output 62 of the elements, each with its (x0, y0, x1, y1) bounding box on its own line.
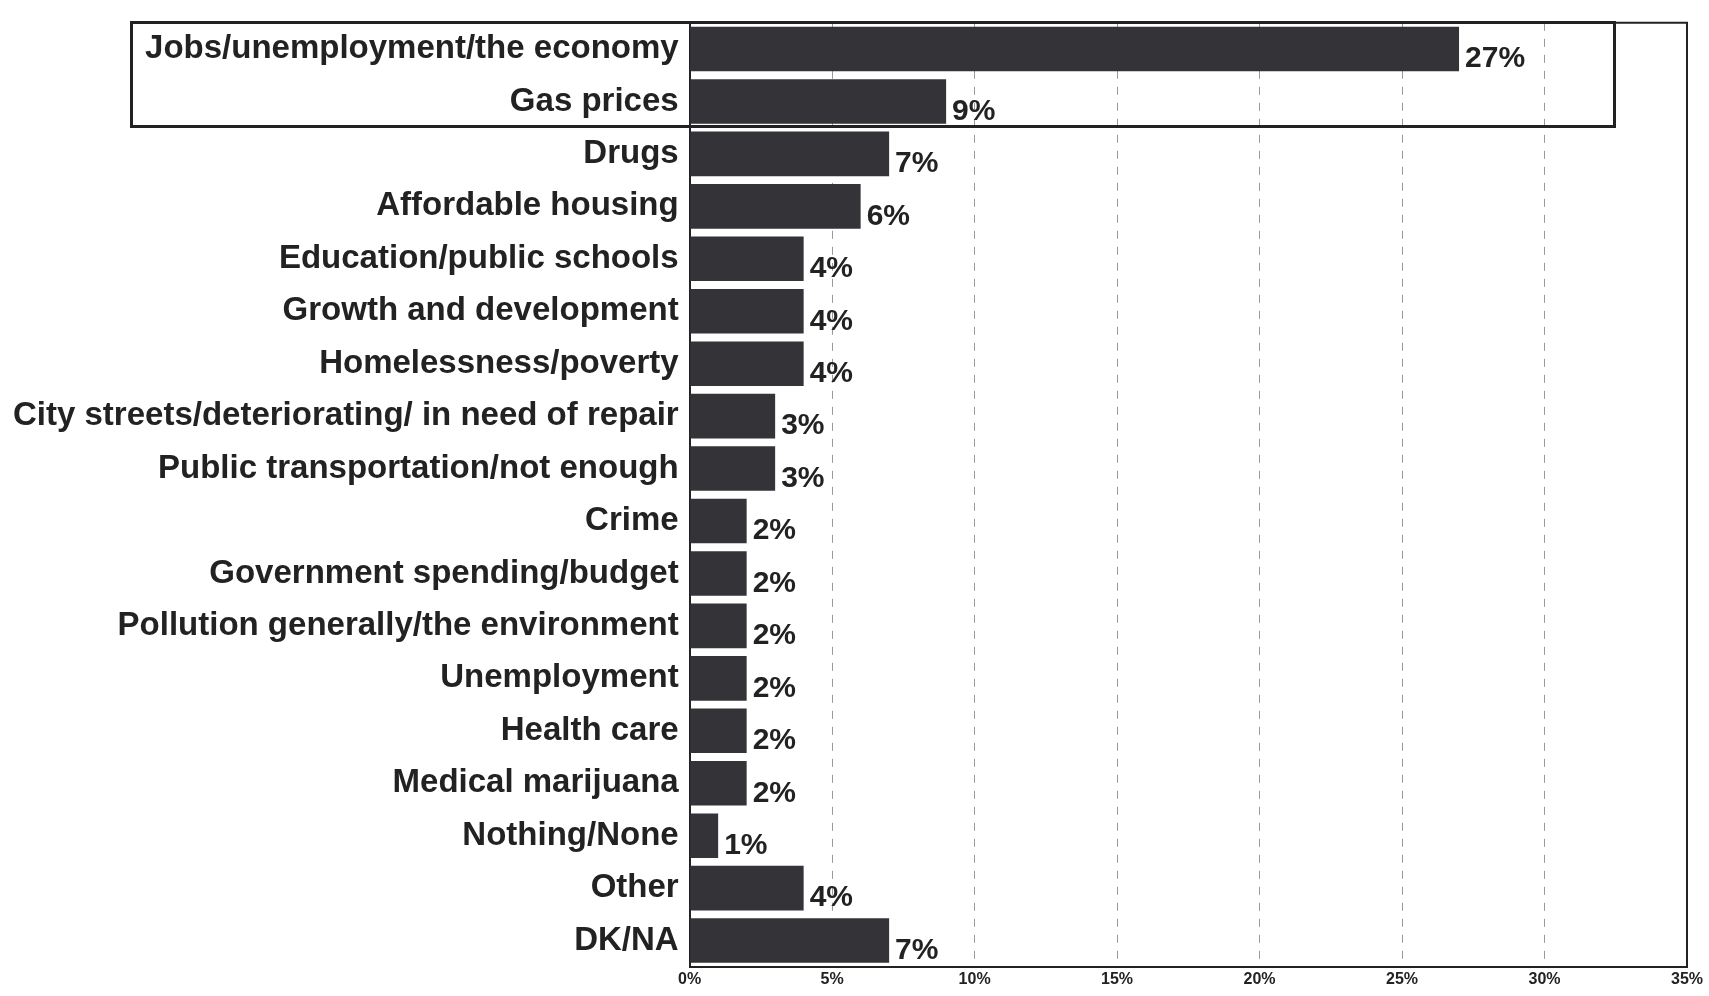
data-label: 4% (809, 250, 853, 284)
data-label: 4% (809, 302, 853, 336)
data-label: 2% (752, 617, 797, 651)
bar (690, 236, 804, 282)
x-tick-label: 25% (1386, 969, 1419, 987)
bar (690, 813, 719, 858)
bar (690, 341, 804, 386)
y-tick-label: Drugs (583, 133, 679, 170)
data-label: 27% (1465, 40, 1526, 74)
data-label: 4% (809, 354, 853, 388)
x-tick-label: 0% (678, 969, 702, 987)
data-label: 7% (895, 145, 939, 179)
x-tick-label: 15% (1101, 969, 1134, 987)
y-tick-label: Pollution generally/the environment (117, 605, 679, 642)
y-tick-label: Education/public schools (278, 237, 679, 275)
bar (690, 865, 804, 911)
y-tick-label: Growth and development (282, 290, 679, 328)
y-tick-label: Other (590, 867, 679, 905)
x-tick-label: 30% (1528, 969, 1561, 987)
y-tick-label: Medical marijuana (392, 762, 680, 800)
x-tick-label: 5% (820, 969, 844, 987)
data-label: 6% (866, 197, 910, 231)
data-label: 2% (752, 564, 797, 598)
bar (690, 184, 861, 229)
bar (690, 498, 747, 544)
x-tick-label: 10% (958, 969, 991, 987)
y-tick-label: Government spending/budget (209, 552, 679, 590)
bar (690, 393, 776, 439)
y-tick-label: Gas prices (509, 80, 679, 118)
y-tick-label: Unemployment (440, 657, 679, 695)
data-label: 2% (752, 669, 797, 703)
data-label: 3% (781, 459, 825, 493)
bar (690, 708, 747, 754)
data-label: 7% (895, 931, 939, 965)
data-label: 2% (752, 722, 797, 756)
bar (690, 79, 947, 124)
y-tick-label: Public transportation/not enough (158, 447, 679, 485)
bar (690, 918, 890, 963)
data-label: 2% (752, 512, 797, 546)
bar (690, 288, 804, 334)
data-label: 2% (752, 774, 797, 808)
y-tick-label: DK/NA (574, 919, 679, 957)
y-tick-label: Crime (585, 500, 679, 538)
bar (690, 446, 776, 491)
data-label: 1% (724, 826, 768, 860)
data-label: 3% (781, 407, 825, 441)
bar (690, 656, 747, 701)
bar (690, 760, 747, 806)
y-tick-label: Health care (500, 709, 679, 747)
x-tick-label: 35% (1670, 969, 1704, 987)
y-tick-label: City streets/deteriorating/ in need of repair (13, 395, 679, 433)
bar (690, 603, 747, 649)
data-label: 9% (952, 92, 996, 126)
bar (690, 131, 890, 177)
y-tick-label: Affordable housing (376, 185, 679, 223)
data-label: 4% (809, 879, 853, 913)
x-tick-label: 20% (1243, 969, 1276, 987)
y-tick-label: Homelessness/poverty (319, 342, 680, 380)
bar (690, 551, 747, 596)
bar (690, 26, 1460, 72)
y-tick-label: Jobs/unemployment/the economy (145, 28, 680, 66)
y-tick-label: Nothing/None (462, 814, 679, 852)
